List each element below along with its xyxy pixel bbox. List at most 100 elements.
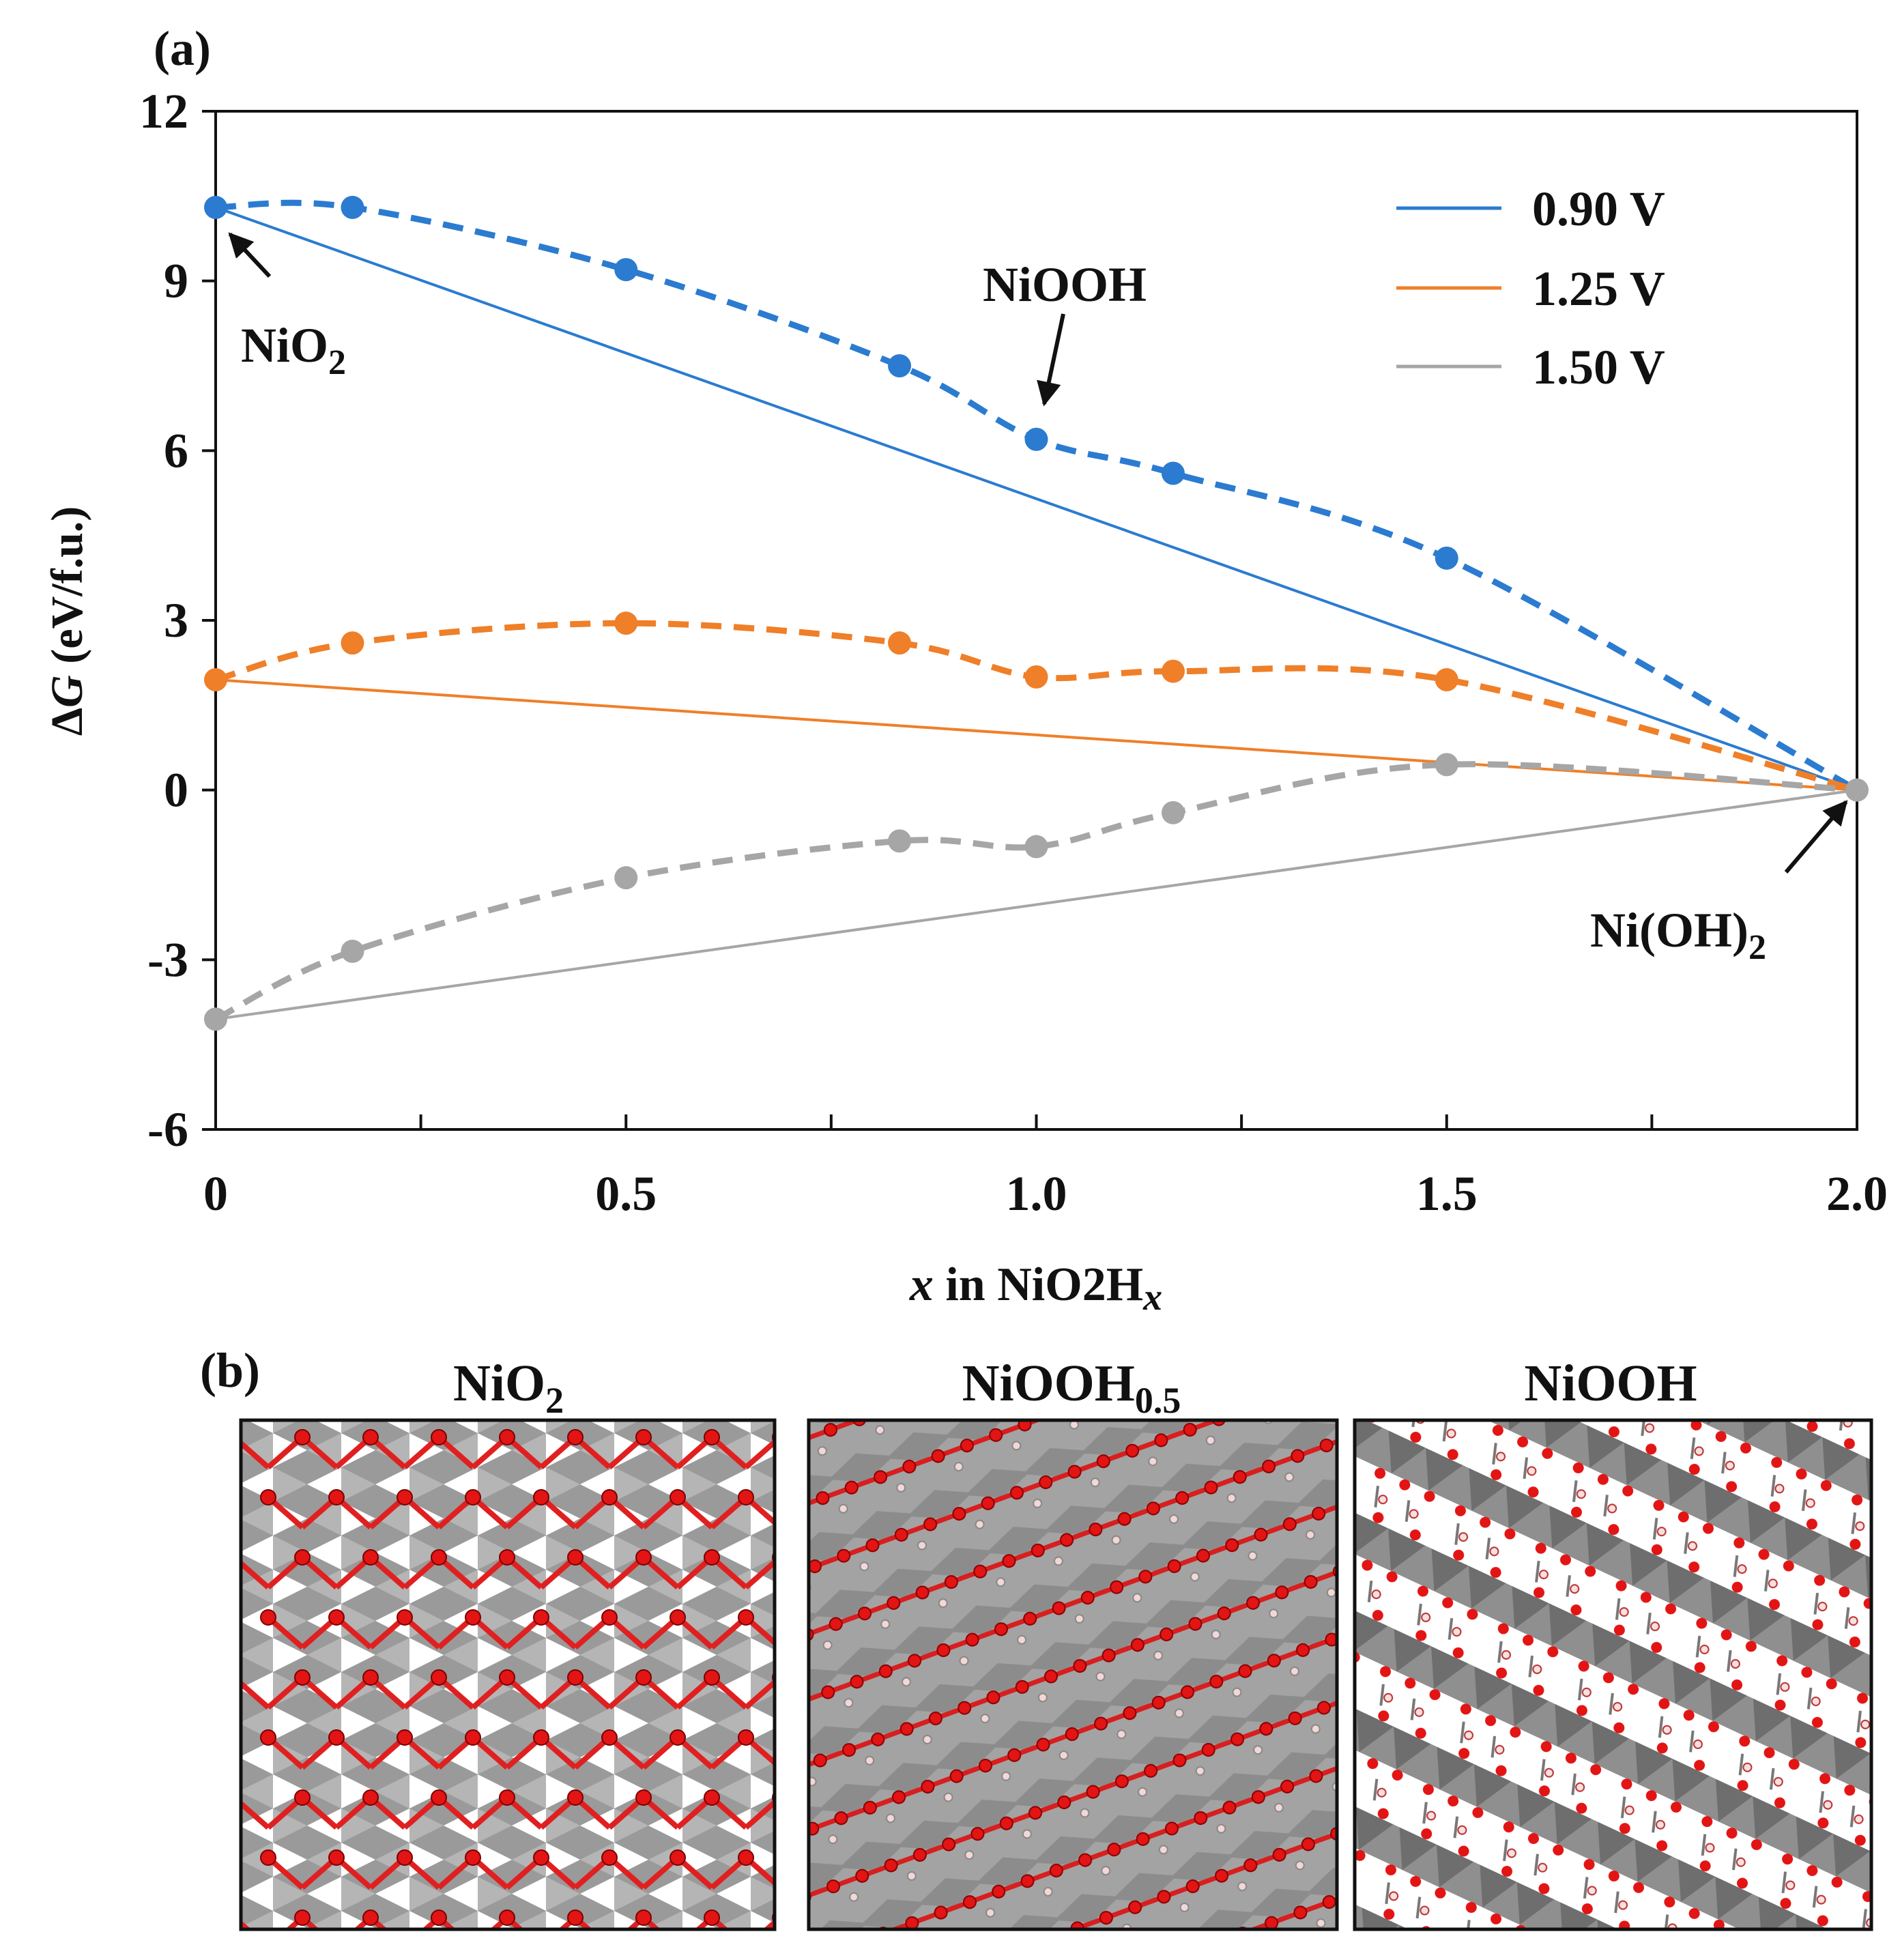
oxygen-atom xyxy=(738,1609,754,1626)
oxygen-atom xyxy=(601,1489,618,1505)
oxygen-atom xyxy=(533,1729,549,1746)
y-tick-label: 3 xyxy=(164,593,188,648)
oxygen-atom xyxy=(704,1549,720,1566)
data-point xyxy=(204,668,227,692)
structure-image-niooh xyxy=(1355,1420,1871,1929)
oxygen-atom xyxy=(260,1729,276,1746)
data-point xyxy=(1024,835,1048,859)
y-tick-label: -6 xyxy=(147,1102,188,1157)
annotation-nio2: NiO2 xyxy=(228,232,346,382)
data-point xyxy=(888,829,912,853)
data-markers xyxy=(204,195,1869,1031)
oxygen-atom xyxy=(533,1849,549,1866)
oxygen-atom xyxy=(328,1849,345,1866)
series-curve-1 xyxy=(214,620,1858,794)
oxygen-atom xyxy=(397,1729,413,1746)
oxygen-atom xyxy=(397,1609,413,1626)
oxygen-atom xyxy=(738,1489,754,1505)
oxygen-atom xyxy=(567,1909,584,1926)
data-point xyxy=(614,611,638,635)
oxygen-atom xyxy=(465,1609,481,1626)
oxygen-atom xyxy=(635,1909,652,1926)
axis-ticks: 0 0.5 1.0 1.5 2.0 12 9 6 3 0 -3 -6 xyxy=(139,84,1888,1221)
panel-b-label: (b) xyxy=(200,1343,260,1398)
data-point xyxy=(1024,427,1048,451)
oxygen-atom xyxy=(362,1789,379,1806)
oxygen-atom xyxy=(499,1549,515,1566)
oxygen-atom xyxy=(260,1489,276,1505)
bond xyxy=(241,1439,270,1470)
svg-text:Ni(OH)2: Ni(OH)2 xyxy=(1590,903,1766,967)
x-axis-label: x in NiO2Hx xyxy=(909,1258,1162,1318)
oxygen-atom xyxy=(567,1669,584,1686)
oxygen-atom xyxy=(670,1849,686,1866)
oxygen-atom xyxy=(601,1729,618,1746)
oxygen-atom xyxy=(499,1789,515,1806)
legend: 0.90 V 1.25 V 1.50 V xyxy=(1396,182,1665,394)
bond xyxy=(241,1800,270,1830)
oxygen-atom xyxy=(431,1429,447,1445)
structure-frame-niooh05 xyxy=(807,1418,1339,1931)
x-tick-label: 1.0 xyxy=(1006,1166,1067,1221)
oxygen-atom xyxy=(704,1669,720,1686)
data-point xyxy=(1161,801,1185,824)
data-point xyxy=(614,866,638,890)
data-point xyxy=(888,354,912,377)
legend-label-0: 0.90 V xyxy=(1532,182,1665,236)
legend-label-1: 1.25 V xyxy=(1532,261,1665,316)
oxygen-atom xyxy=(670,1729,686,1746)
oxygen-atom xyxy=(704,1909,720,1926)
annotation-niooh: NiOOH xyxy=(983,257,1147,407)
series-curve-0 xyxy=(215,199,1859,793)
x-tick-label: 0.5 xyxy=(595,1166,657,1221)
oxygen-atom xyxy=(362,1669,379,1686)
oxygen-atom xyxy=(670,1489,686,1505)
oxygen-atom xyxy=(499,1429,515,1445)
y-tick-label: -3 xyxy=(147,932,188,987)
data-point xyxy=(1161,659,1185,683)
oxygen-atom xyxy=(465,1729,481,1746)
data-point xyxy=(1024,665,1048,689)
oxygen-atom xyxy=(533,1489,549,1505)
data-point xyxy=(888,631,912,655)
oxygen-atom xyxy=(465,1849,481,1866)
data-point xyxy=(1435,546,1458,570)
data-point xyxy=(204,1007,227,1031)
structure-image-niooh05 xyxy=(809,1420,1337,1929)
oxygen-atom xyxy=(601,1849,618,1866)
data-point-end xyxy=(1845,778,1869,802)
oxygen-atom xyxy=(533,1609,549,1626)
oxygen-atom xyxy=(362,1429,379,1445)
oxygen-atom xyxy=(260,1609,276,1626)
oxygen-atom xyxy=(328,1489,345,1505)
oxygen-atom xyxy=(397,1849,413,1866)
structure-title-niooh: NiOOH xyxy=(1524,1355,1697,1412)
bond xyxy=(241,1680,270,1710)
oxygen-atom xyxy=(567,1429,584,1445)
oxygen-atom xyxy=(260,1849,276,1866)
data-point xyxy=(341,939,364,963)
structure-frame-nio2 xyxy=(239,1418,777,1931)
oxygen-atom xyxy=(431,1549,447,1566)
oxygen-atom xyxy=(670,1609,686,1626)
oxygen-atom xyxy=(499,1909,515,1926)
y-tick-label: 12 xyxy=(139,84,188,139)
oxygen-atom xyxy=(294,1549,311,1566)
structure-frame-niooh xyxy=(1353,1418,1873,1931)
oxygen-atom xyxy=(567,1549,584,1566)
series-curve-2 xyxy=(214,761,1858,1022)
annotation-nioh2: Ni(OH)2 xyxy=(1590,800,1848,967)
oxygen-atom xyxy=(294,1429,311,1445)
oxygen-atom xyxy=(397,1489,413,1505)
oxygen-atom xyxy=(704,1429,720,1445)
oxygen-atom xyxy=(431,1909,447,1926)
oxygen-atom xyxy=(294,1789,311,1806)
oxygen-atom xyxy=(635,1429,652,1445)
oxygen-atom xyxy=(499,1669,515,1686)
data-point xyxy=(341,631,364,655)
y-tick-label: 6 xyxy=(164,423,188,478)
oxygen-atom xyxy=(635,1669,652,1686)
oxygen-atom xyxy=(635,1789,652,1806)
oxygen-atom xyxy=(431,1789,447,1806)
